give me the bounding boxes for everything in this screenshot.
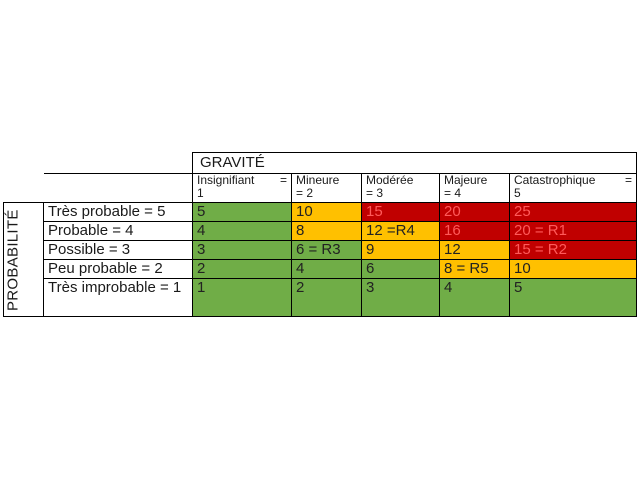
risk-cell: 9: [361, 240, 440, 260]
empty-corner: [43, 173, 193, 203]
col-header-moderee: Modérée = 3: [361, 173, 440, 203]
risk-matrix: GRAVITÉ Insignifiant = 1 Mineure = 2 Modér…: [3, 152, 637, 317]
row-header: Peu probable = 2: [43, 259, 193, 279]
col-header-mineure: Mineure = 2: [291, 173, 362, 203]
risk-cell: 4: [291, 259, 362, 279]
risk-cell: 8: [291, 221, 362, 241]
probability-label: PROBABILITÉ: [3, 202, 44, 317]
col-header-catastrophique: Catastrophique = 5: [509, 173, 637, 203]
risk-cell: 5: [509, 278, 637, 317]
row-header: Très improbable = 1: [43, 278, 193, 317]
risk-cell: 15: [361, 202, 440, 222]
risk-cell: 12: [439, 240, 510, 260]
risk-cell: 20 = R1: [509, 221, 637, 241]
risk-cell: 12 =R4: [361, 221, 440, 241]
risk-cell: 3: [192, 240, 292, 260]
risk-cell: 8 = R5: [439, 259, 510, 279]
risk-cell: 1: [192, 278, 292, 317]
row-header: Probable = 4: [43, 221, 193, 241]
row-header: Possible = 3: [43, 240, 193, 260]
empty-corner: [4, 153, 44, 174]
empty-corner: [43, 152, 193, 174]
risk-cell: 4: [439, 278, 510, 317]
empty-corner: [4, 174, 44, 203]
col-header-majeure: Majeure = 4: [439, 173, 510, 203]
risk-cell: 15 = R2: [509, 240, 637, 260]
gravity-header: GRAVITÉ: [192, 152, 637, 174]
row-header: Très probable = 5: [43, 202, 193, 222]
col-header-insignifiant: Insignifiant = 1: [192, 173, 292, 203]
risk-cell: 16: [439, 221, 510, 241]
risk-cell: 4: [192, 221, 292, 241]
risk-cell: 6 = R3: [291, 240, 362, 260]
risk-cell: 3: [361, 278, 440, 317]
risk-cell: 10: [291, 202, 362, 222]
risk-cell: 5: [192, 202, 292, 222]
risk-cell: 2: [291, 278, 362, 317]
risk-cell: 2: [192, 259, 292, 279]
risk-cell: 25: [509, 202, 637, 222]
risk-cell: 6: [361, 259, 440, 279]
risk-cell: 10: [509, 259, 637, 279]
risk-cell: 20: [439, 202, 510, 222]
